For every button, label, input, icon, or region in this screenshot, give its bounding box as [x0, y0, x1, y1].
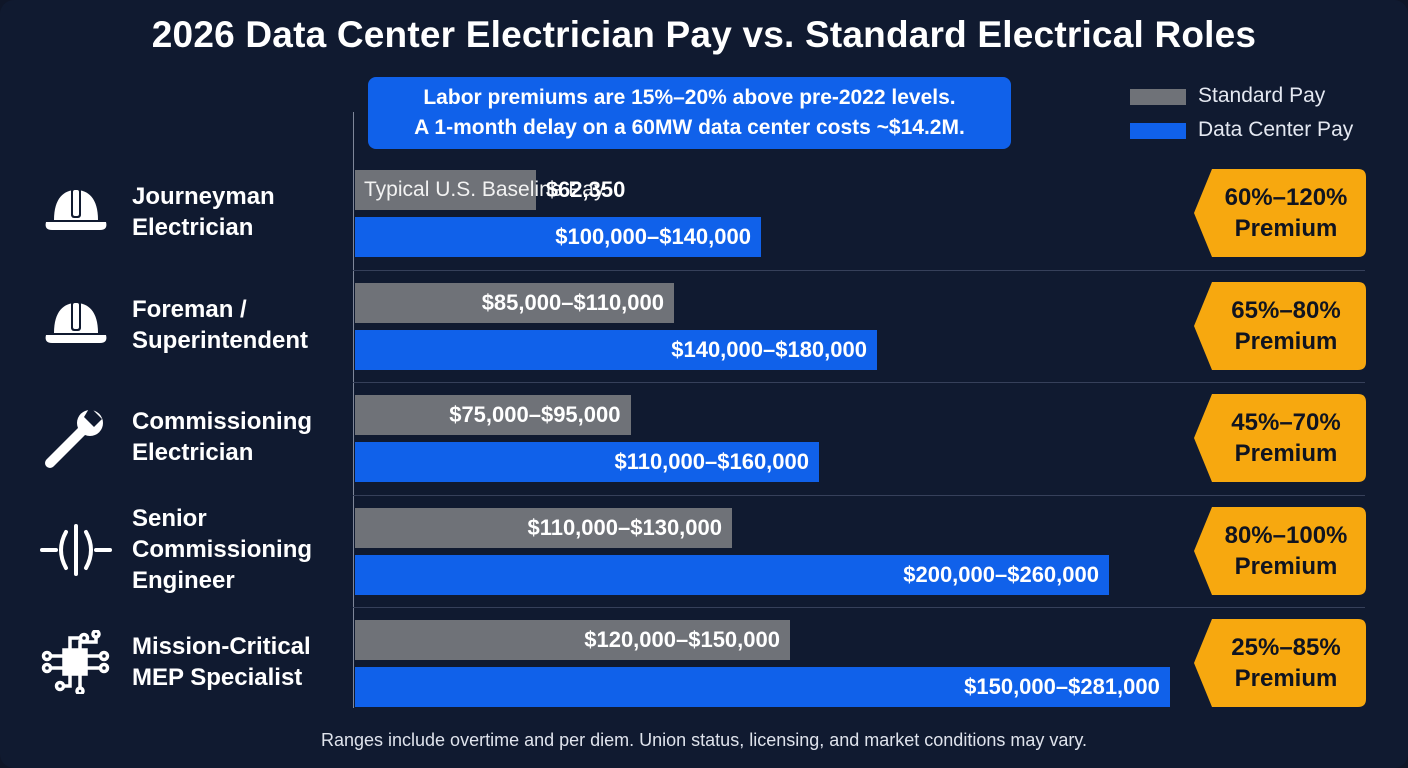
data-center-pay-bar: $100,000–$140,000 [355, 217, 761, 257]
row-divider [353, 382, 1365, 383]
role-label: Journeyman Electrician [132, 181, 275, 243]
role-label-line: Commissioning [132, 408, 313, 435]
premium-badge-text: 65%–80% Premium [1192, 282, 1366, 370]
row-divider [353, 607, 1365, 608]
bar-axis-line [353, 170, 354, 708]
standard-pay-bar: $110,000–$130,000 [355, 507, 732, 548]
standard-pay-value: $75,000–$95,000 [449, 402, 621, 427]
premium-range: 25%–85% [1231, 634, 1341, 661]
footnote: Ranges include overtime and per diem. Un… [320, 730, 1088, 750]
legend-label-standard: Standard Pay [1198, 84, 1326, 107]
role-label-line: Journeyman [132, 183, 275, 210]
premium-badge-text: 25%–85% Premium [1192, 619, 1366, 707]
chart-title: 2026 Data Center Electrician Pay vs. Sta… [151, 14, 1257, 55]
premium-badge: 25%–85% Premium [1192, 619, 1366, 707]
hard-hat-icon [40, 180, 112, 244]
role-label-line: MEP Specialist [132, 664, 303, 691]
role-label-line: Electrician [132, 214, 254, 241]
data-center-pay-bar: $200,000–$260,000 [355, 554, 1109, 595]
role-label-line: Foreman / [132, 295, 247, 323]
standard-pay-value: $120,000–$150,000 [584, 627, 780, 652]
hard-hat-icon [40, 293, 112, 357]
role-label: Senior Commissioning Engineer [132, 503, 312, 596]
premium-word: Premium [1234, 665, 1338, 692]
role-label: Mission-Critical MEP Specialist [132, 631, 311, 693]
role-label-line: Mission-Critical [132, 633, 311, 660]
premium-badge-text: 45%–70% Premium [1192, 394, 1366, 482]
standard-pay-value: $110,000–$130,000 [527, 514, 722, 540]
premium-range: 65%–80% [1231, 296, 1341, 324]
premium-range: 60%–120% [1224, 184, 1348, 211]
standard-pay-bar: $75,000–$95,000 [355, 395, 631, 435]
standard-pay-bar: $85,000–$110,000 [355, 282, 674, 323]
premium-badge: 45%–70% Premium [1192, 394, 1366, 482]
wrench-icon [40, 405, 112, 469]
premium-word: Premium [1234, 327, 1338, 355]
role-label-line: Superintendent [132, 326, 309, 354]
premium-range: 80%–100% [1224, 521, 1348, 549]
premium-word: Premium [1234, 552, 1338, 580]
data-center-pay-value: $100,000–$140,000 [555, 224, 751, 249]
data-center-pay-bar: $140,000–$180,000 [355, 329, 877, 370]
premium-badge: 65%–80% Premium [1192, 281, 1366, 370]
row-divider [353, 269, 1365, 271]
data-center-pay-value: $110,000–$160,000 [614, 449, 809, 474]
role-label: Foreman / Superintendent [132, 294, 308, 356]
data-center-pay-bar: $150,000–$281,000 [355, 667, 1170, 707]
legend-swatch-standard [1130, 89, 1186, 105]
role-label: Commissioning Electrician [132, 406, 312, 468]
role-label-line: Electrician [132, 439, 254, 466]
legend-label-data-center: Data Center Pay [1198, 118, 1354, 141]
standard-pay-value: $62,350 [545, 177, 626, 202]
legend-swatch-data-center [1130, 123, 1186, 139]
callout-leader-line [353, 112, 354, 172]
premium-word: Premium [1234, 440, 1338, 467]
premium-badge: 60%–120% Premium [1192, 169, 1366, 257]
data-center-pay-value: $200,000–$260,000 [903, 561, 1099, 587]
standard-pay-value: $85,000–$110,000 [481, 289, 664, 315]
circuit-nodes-icon [40, 629, 112, 696]
data-center-pay-value: $140,000–$180,000 [671, 336, 867, 362]
callout-line-1: Labor premiums are 15%–20% above pre-202… [423, 86, 956, 109]
standard-pay-bar [355, 170, 536, 210]
data-center-pay-value: $150,000–$281,000 [964, 674, 1160, 699]
row-divider [353, 494, 1365, 496]
baseline-pay-label: Typical U.S. Baseline Pay [364, 178, 605, 201]
standard-pay-bar: $120,000–$150,000 [355, 620, 790, 660]
premium-badge-text: 60%–120% Premium [1192, 169, 1366, 257]
callout-box: Labor premiums are 15%–20% above pre-202… [368, 77, 1011, 149]
premium-range: 45%–70% [1231, 409, 1341, 436]
role-label-line: Engineer [132, 567, 235, 594]
premium-badge: 80%–100% Premium [1192, 506, 1366, 595]
circuit-breaker-icon [40, 518, 112, 582]
role-label-line: Senior [132, 505, 207, 532]
premium-badge-text: 80%–100% Premium [1192, 507, 1366, 595]
callout-line-2: A 1-month delay on a 60MW data center co… [414, 116, 965, 139]
premium-word: Premium [1234, 215, 1338, 242]
role-label-line: Commissioning [132, 536, 313, 563]
data-center-pay-bar: $110,000–$160,000 [355, 442, 819, 482]
